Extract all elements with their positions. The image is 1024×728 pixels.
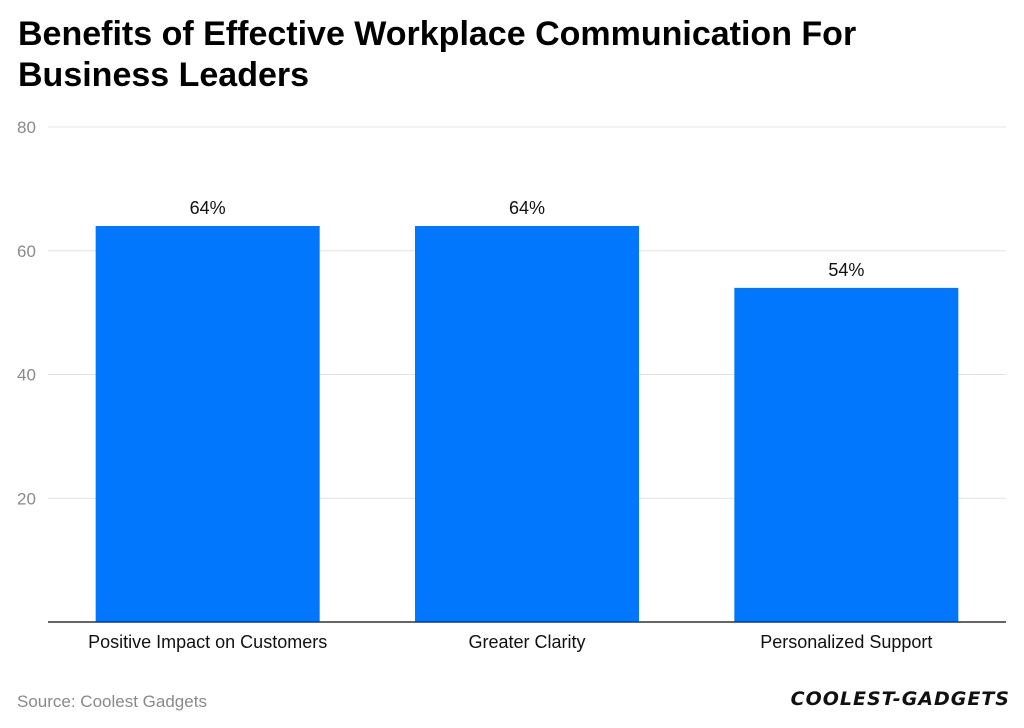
x-category-label: Greater Clarity	[468, 632, 585, 652]
y-tick-label: 80	[17, 118, 36, 137]
data-label: 64%	[509, 198, 545, 218]
bar	[734, 287, 959, 622]
y-axis-ticks: 20 40 60 80	[17, 118, 36, 508]
data-label: 54%	[828, 260, 864, 280]
data-label: 64%	[190, 198, 226, 218]
source-note: Source: Coolest Gadgets	[17, 692, 207, 711]
chart-title: Benefits of Effective Workplace Communic…	[18, 15, 857, 94]
bars	[95, 226, 959, 622]
data-labels: 64% 64% 54%	[190, 198, 865, 280]
y-tick-label: 20	[17, 489, 36, 508]
x-category-label: Personalized Support	[760, 632, 932, 652]
bar	[95, 226, 320, 622]
x-axis-categories: Positive Impact on Customers Greater Clar…	[88, 632, 932, 652]
y-tick-label: 60	[17, 242, 36, 261]
x-category-label: Positive Impact on Customers	[88, 632, 327, 652]
brand-logo: COOLEST-GADGETS	[790, 688, 1010, 710]
y-tick-label: 40	[17, 366, 36, 385]
bar	[415, 226, 639, 622]
